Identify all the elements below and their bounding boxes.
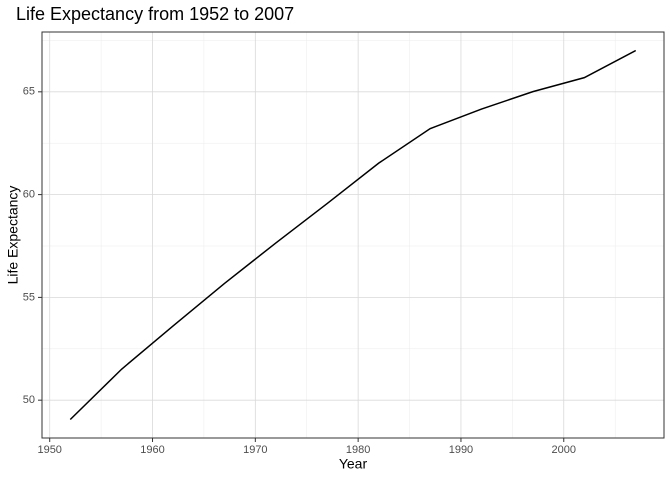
x-tick-label: 1950: [37, 444, 61, 456]
x-tick-label: 1970: [243, 444, 267, 456]
x-tick-label: 2000: [552, 444, 576, 456]
x-tick-label: 1990: [449, 444, 473, 456]
y-axis-title: Life Expectancy: [5, 186, 21, 285]
y-tick-label: 55: [23, 291, 35, 303]
panel-border: [41, 31, 665, 439]
y-tick-label: 50: [23, 394, 35, 406]
x-axis-title: Year: [339, 456, 368, 472]
x-tick-label: 1960: [140, 444, 164, 456]
x-tick-label: 1980: [346, 444, 370, 456]
y-tick-label: 65: [23, 86, 35, 98]
y-tick-label: 60: [23, 189, 35, 201]
line: [69, 49, 637, 421]
chart-title: Life Expectancy from 1952 to 2007: [16, 4, 294, 24]
